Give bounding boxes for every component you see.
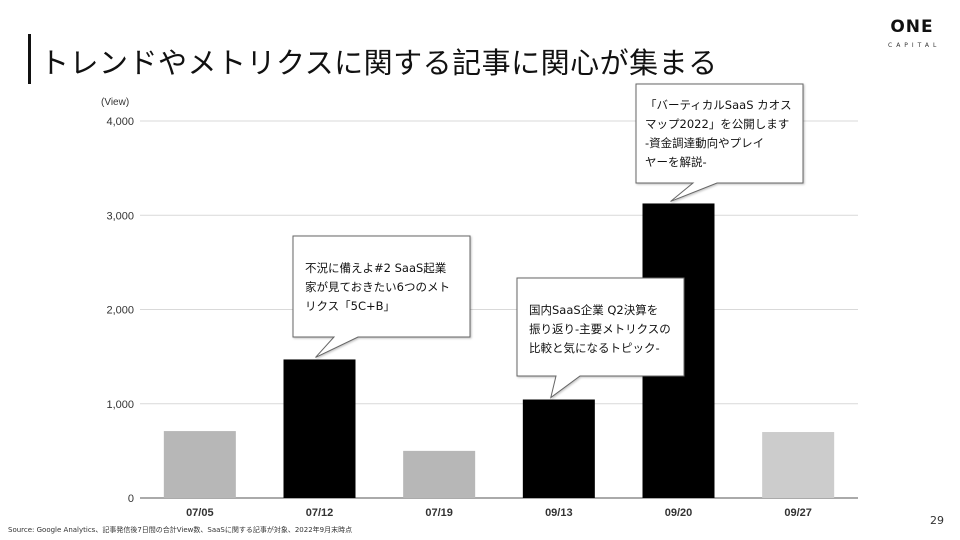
annotation-line: ヤーを解説- [645,155,707,169]
annotation-line: 国内SaaS企業 Q2決算を [529,303,659,317]
bar-07-05 [163,431,236,498]
annotation-text-0913: 国内SaaS企業 Q2決算を 振り返り-主要メトリクスの 比較と気になるトピック… [529,301,671,358]
one-capital-logo: ONE CAPITAL [884,18,940,49]
y-tick-label: 0 [128,493,134,505]
annotation-line: リクス「5C+B」 [305,299,396,313]
callout-box-09-20 [635,83,804,202]
annotation-line: 比較と気になるトピック- [529,341,660,355]
annotation-line: マップ2022」を公開します [645,117,790,131]
page-number: 29 [930,514,944,527]
logo-main-text: ONE [890,17,934,37]
bar-09-13 [522,399,595,498]
y-tick-label: 1,000 [106,399,134,411]
x-tick-label: 07/05 [186,507,214,519]
x-tick-label: 07/12 [306,507,334,519]
annotation-line: 不況に備えよ#2 SaaS起業 [305,261,447,275]
annotation-line: 振り返り-主要メトリクスの [529,322,671,336]
y-tick-label: 3,000 [106,210,134,222]
annotation-line: 「バーティカルSaaS カオス [645,98,792,112]
y-tick-label: 4,000 [106,116,134,128]
x-tick-label: 09/20 [665,507,693,519]
x-tick-label: 09/13 [545,507,573,519]
source-note: Source: Google Analytics、記事発信後7日間の合計View… [8,526,353,534]
y-tick-label: 2,000 [106,305,134,317]
bar-07-12 [283,359,356,498]
x-tick-label: 07/19 [425,507,453,519]
annotation-line: 家が見ておきたい6つのメト [305,280,450,294]
callout-box-09-13 [516,277,685,399]
logo-sub-text: CAPITAL [888,42,941,49]
annotation-text-0920: 「バーティカルSaaS カオス マップ2022」を公開します -資金調達動向やプ… [645,96,792,172]
y-axis-unit-label: (View) [101,97,129,108]
annotation-text-0712: 不況に備えよ#2 SaaS起業 家が見ておきたい6つのメト リクス「5C+B」 [305,259,450,316]
title-accent-bar [28,34,31,84]
callout-box-07-12 [292,235,471,358]
page-title: トレンドやメトリクスに関する記事に関心が集まる [40,46,718,80]
bar-09-27 [762,432,835,498]
x-tick-label: 09/27 [784,507,812,519]
annotation-line: -資金調達動向やプレイ [645,136,765,150]
bar-07-19 [403,450,476,498]
